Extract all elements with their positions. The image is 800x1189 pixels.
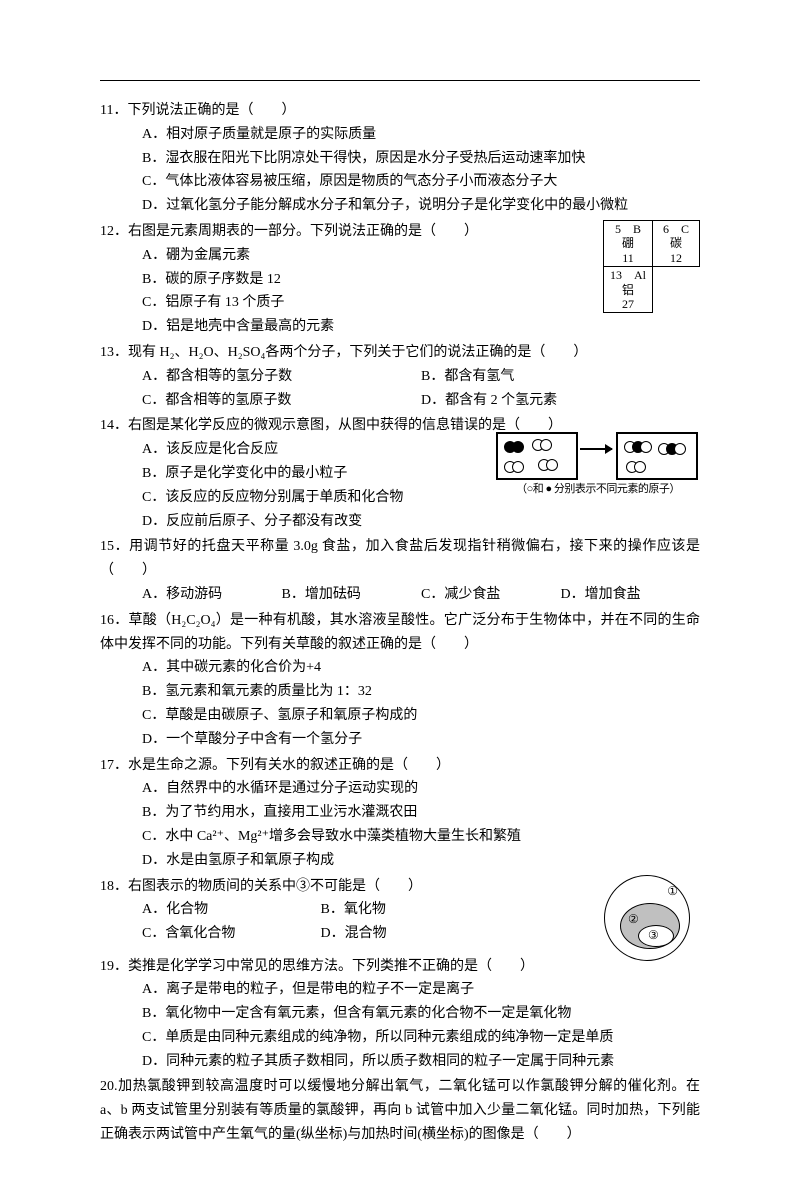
venn-label-3: ③ xyxy=(648,925,659,945)
q15-a: A．移动游码 xyxy=(142,583,282,607)
q18-a: A．化合物 xyxy=(142,898,321,922)
pt-c-name: 碳 xyxy=(659,236,693,250)
q17-c: C．水中 Ca²⁺、Mg²⁺增多会导致水中藻类植物大量生长和繁殖 xyxy=(100,825,700,849)
q15-b: B．增加砝码 xyxy=(282,583,422,607)
q17-b: B．为了节约用水，直接用工业污水灌溉农田 xyxy=(100,801,700,825)
q17-d: D．水是由氢原子和氧原子构成 xyxy=(100,849,700,873)
reaction-arrow xyxy=(580,448,612,450)
reaction-figure: （○和 ● 分别表示不同元素的原子） xyxy=(496,432,700,502)
pt-c-num: 6 C xyxy=(659,222,693,236)
question-18: 18．右图表示的物质间的关系中③不可能是（ ） A．化合物 B．氧化物 C．含氧… xyxy=(100,875,700,953)
q11-stem: 11．下列说法正确的是（ ） xyxy=(100,99,700,123)
q16-stem: 16．草酸（H₂C₂O₄）是一种有机酸，其水溶液呈酸性。它广泛分布于生物体中，并… xyxy=(100,609,700,657)
q15-c: C．减少食盐 xyxy=(421,583,561,607)
q15-stem: 15．用调节好的托盘天平称量 3.0g 食盐，加入食盐后发现指针稍微偏右，接下来… xyxy=(100,535,700,583)
q14-d: D．反应前后原子、分子都没有改变 xyxy=(100,510,700,534)
reactants-box xyxy=(496,432,578,480)
q20-stem: 20.加热氯酸钾到较高温度时可以缓慢地分解出氧气，二氧化锰可以作氯酸钾分解的催化… xyxy=(100,1075,700,1146)
reaction-legend: （○和 ● 分别表示不同元素的原子） xyxy=(496,480,700,499)
venn-label-1: ① xyxy=(667,881,678,901)
q18-b: B．氧化物 xyxy=(321,898,500,922)
q13-c: C．都含相等的氢原子数 xyxy=(142,389,421,413)
q17-stem: 17．水是生命之源。下列有关水的叙述正确的是（ ） xyxy=(100,754,700,778)
pt-b-mass: 11 xyxy=(610,251,646,265)
question-13: 13．现有 H₂、H₂O、H₂SO₄各两个分子，下列关于它们的说法正确的是（ ）… xyxy=(100,341,700,412)
question-19: 19．类推是化学学习中常见的思维方法。下列类推不正确的是（ ） A．离子是带电的… xyxy=(100,955,700,1074)
question-14: 14．右图是某化学反应的微观示意图，从图中获得的信息错误的是（ ） A．该反应是… xyxy=(100,414,700,533)
q11-a: A．相对原子质量就是原子的实际质量 xyxy=(100,123,700,147)
pt-al-num: 13 Al xyxy=(610,268,646,282)
q11-c: C．气体比液体容易被压缩，原因是物质的气态分子小而液态分子大 xyxy=(100,170,700,194)
q16-c: C．草酸是由碳原子、氢原子和氧原子构成的 xyxy=(100,704,700,728)
q19-c: C．单质是由同种元素组成的纯净物，所以同种元素组成的纯净物一定是单质 xyxy=(100,1026,700,1050)
pt-al-mass: 27 xyxy=(610,297,646,311)
q12-d: D．铝是地壳中含量最高的元素 xyxy=(100,315,700,339)
question-11: 11．下列说法正确的是（ ） A．相对原子质量就是原子的实际质量 B．湿衣服在阳… xyxy=(100,99,700,218)
q11-b: B．湿衣服在阳光下比阴凉处干得快，原因是水分子受热后运动速率加快 xyxy=(100,147,700,171)
q19-stem: 19．类推是化学学习中常见的思维方法。下列类推不正确的是（ ） xyxy=(100,955,700,979)
top-rule xyxy=(100,80,700,81)
question-16: 16．草酸（H₂C₂O₄）是一种有机酸，其水溶液呈酸性。它广泛分布于生物体中，并… xyxy=(100,609,700,752)
q13-b: B．都含有氢气 xyxy=(421,365,700,389)
q13-stem: 13．现有 H₂、H₂O、H₂SO₄各两个分子，下列关于它们的说法正确的是（ ） xyxy=(100,341,700,365)
q13-a: A．都含相等的氢分子数 xyxy=(142,365,421,389)
exam-page: 11．下列说法正确的是（ ） A．相对原子质量就是原子的实际质量 B．湿衣服在阳… xyxy=(0,0,800,1189)
pt-al-name: 铝 xyxy=(610,283,646,297)
products-box xyxy=(616,432,698,480)
q16-d: D．一个草酸分子中含有一个氢分子 xyxy=(100,728,700,752)
pt-b-name: 硼 xyxy=(610,236,646,250)
q15-d: D．增加食盐 xyxy=(561,583,701,607)
q18-c: C．含氧化合物 xyxy=(142,922,321,946)
question-17: 17．水是生命之源。下列有关水的叙述正确的是（ ） A．自然界中的水循环是通过分… xyxy=(100,754,700,873)
q19-d: D．同种元素的粒子其质子数相同，所以质子数相同的粒子一定属于同种元素 xyxy=(100,1050,700,1074)
q18-d: D．混合物 xyxy=(321,922,500,946)
question-15: 15．用调节好的托盘天平称量 3.0g 食盐，加入食盐后发现指针稍微偏右，接下来… xyxy=(100,535,700,606)
q19-b: B．氧化物中一定含有氧元素，但含有氧元素的化合物不一定是氧化物 xyxy=(100,1002,700,1026)
q16-a: A．其中碳元素的化合价为+4 xyxy=(100,656,700,680)
venn-figure: ① ② ③ xyxy=(604,875,690,961)
question-20: 20.加热氯酸钾到较高温度时可以缓慢地分解出氧气，二氧化锰可以作氯酸钾分解的催化… xyxy=(100,1075,700,1146)
periodic-table-figure: 5 B 硼 11 6 C 碳 12 13 Al 铝 27 xyxy=(603,220,700,313)
question-12: 12．右图是元素周期表的一部分。下列说法正确的是（ ） A．硼为金属元素 B．碳… xyxy=(100,220,700,339)
pt-c-mass: 12 xyxy=(659,251,693,265)
q17-a: A．自然界中的水循环是通过分子运动实现的 xyxy=(100,777,700,801)
venn-label-2: ② xyxy=(628,909,639,929)
pt-b-num: 5 B xyxy=(610,222,646,236)
q19-a: A．离子是带电的粒子，但是带电的粒子不一定是离子 xyxy=(100,978,700,1002)
q16-b: B．氢元素和氧元素的质量比为 1：32 xyxy=(100,680,700,704)
q13-d: D．都含有 2 个氢元素 xyxy=(421,389,700,413)
q11-d: D．过氧化氢分子能分解成水分子和氧分子，说明分子是化学变化中的最小微粒 xyxy=(100,194,700,218)
